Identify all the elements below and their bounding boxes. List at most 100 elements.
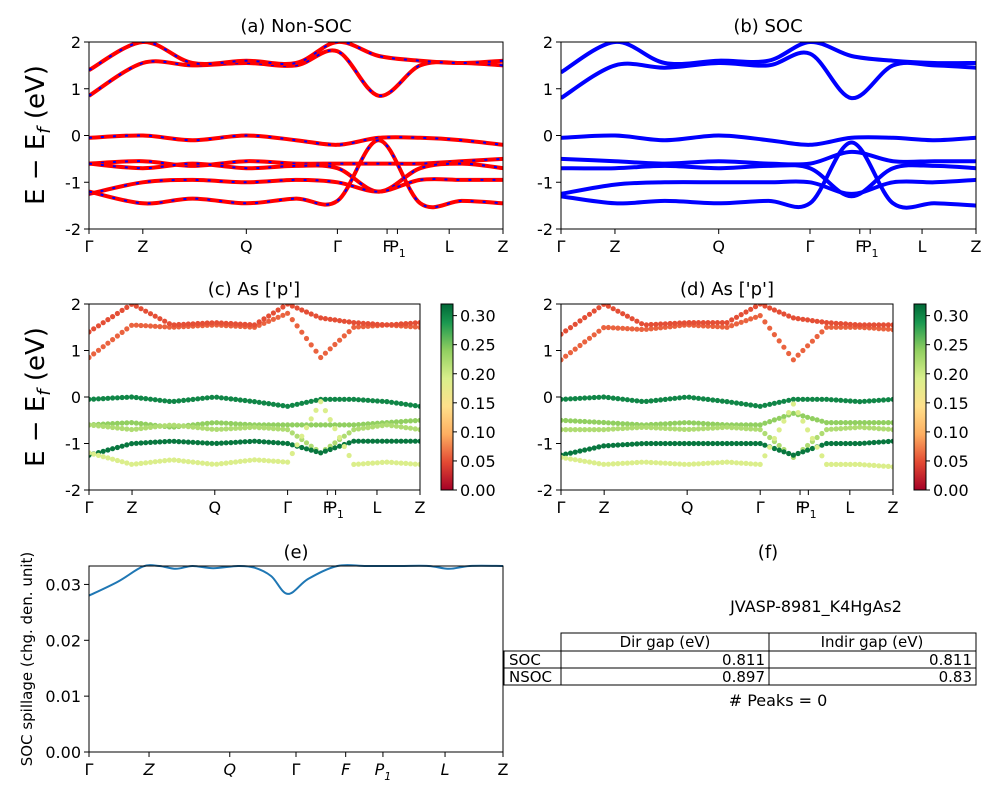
band-point — [620, 311, 626, 317]
band-point — [275, 422, 281, 428]
band-point — [852, 322, 858, 328]
band-point — [294, 422, 300, 428]
band-point — [360, 397, 366, 403]
band-point — [346, 452, 352, 459]
band-point — [327, 446, 333, 453]
band-point — [752, 461, 759, 467]
band-line-soc — [561, 140, 976, 210]
band-point — [270, 426, 276, 432]
band-point — [95, 347, 102, 353]
band-point — [365, 397, 371, 403]
band-point — [138, 306, 144, 312]
band-point — [890, 420, 893, 426]
band-point — [171, 457, 177, 463]
band-point — [624, 313, 631, 319]
band-point — [724, 440, 730, 447]
band-point — [610, 420, 616, 426]
band-point — [591, 419, 597, 425]
band-point — [289, 422, 295, 428]
band-point — [157, 397, 163, 403]
band-point — [157, 423, 163, 429]
band-point — [370, 424, 376, 430]
band-point — [360, 461, 366, 467]
band-point — [332, 445, 338, 451]
band-point — [828, 440, 834, 447]
band-point — [572, 321, 578, 327]
band-point — [561, 427, 564, 433]
peaks-label: # Peaks = 0 — [729, 691, 828, 710]
band-point — [209, 394, 215, 400]
band-point — [705, 460, 711, 466]
band-point — [577, 395, 583, 401]
band-point — [572, 346, 578, 352]
band-point — [572, 427, 578, 433]
band-point — [294, 442, 300, 448]
band-point — [738, 440, 744, 447]
band-point — [129, 420, 135, 426]
band-point — [327, 316, 333, 322]
band-point — [341, 422, 347, 428]
band-point — [762, 402, 768, 408]
band-point — [672, 420, 678, 426]
band-point — [110, 446, 116, 452]
band-point — [563, 455, 569, 461]
band-point — [143, 421, 149, 427]
band-point — [346, 396, 352, 402]
band-point — [124, 460, 130, 466]
band-point — [567, 427, 574, 433]
band-point — [114, 425, 120, 431]
band-point — [876, 420, 882, 426]
band-point — [620, 325, 626, 331]
band-line-soc-overlay — [89, 139, 503, 209]
axes-c: -2 -1 0 1 2 Γ Z Q Γ FP1 L Z — [65, 295, 425, 521]
band-point — [776, 338, 782, 344]
band-point — [691, 420, 697, 426]
band-point — [124, 304, 130, 310]
band-point — [601, 304, 607, 307]
band-point — [185, 321, 191, 327]
band-point — [757, 440, 763, 447]
band-point — [119, 394, 125, 401]
xtick-label: Q — [681, 498, 694, 517]
xtick-label: Z — [127, 498, 138, 517]
band-point — [289, 402, 295, 408]
band-point — [615, 396, 621, 402]
band-point — [233, 321, 239, 327]
band-point — [280, 304, 286, 310]
band-point — [228, 396, 234, 402]
band-point — [251, 322, 258, 328]
band-point — [876, 439, 882, 445]
band-point — [658, 325, 664, 331]
band-point — [686, 320, 692, 326]
band-point — [843, 461, 849, 467]
band-point — [398, 438, 404, 444]
axes-e: 0.00 0.01 0.02 0.03 Γ Z Q Γ F P1 L Z — [45, 565, 509, 783]
band-point — [171, 398, 177, 404]
band-point — [677, 420, 683, 426]
band-point — [610, 442, 616, 448]
band-point — [114, 333, 120, 339]
band-point — [828, 461, 834, 467]
band-point — [162, 318, 168, 324]
band-point — [733, 460, 740, 466]
band-point — [596, 419, 602, 425]
band-point — [147, 396, 154, 402]
band-point — [275, 314, 281, 320]
band-point — [871, 462, 877, 468]
band-point — [247, 398, 253, 404]
band-point — [256, 319, 262, 325]
band-point — [89, 422, 92, 428]
band-point — [767, 401, 773, 407]
band-point — [800, 413, 806, 419]
colorbar-tick-label: 0.05 — [460, 452, 496, 471]
band-point — [677, 461, 683, 467]
band-point — [166, 438, 172, 444]
band-point — [228, 440, 234, 446]
band-point — [100, 396, 106, 402]
band-point — [237, 439, 243, 445]
band-point — [199, 421, 206, 427]
band-point — [251, 399, 258, 405]
ylabel-top: E − Ef (eV) — [21, 65, 55, 205]
band-point — [748, 440, 754, 447]
band-point — [629, 316, 635, 322]
